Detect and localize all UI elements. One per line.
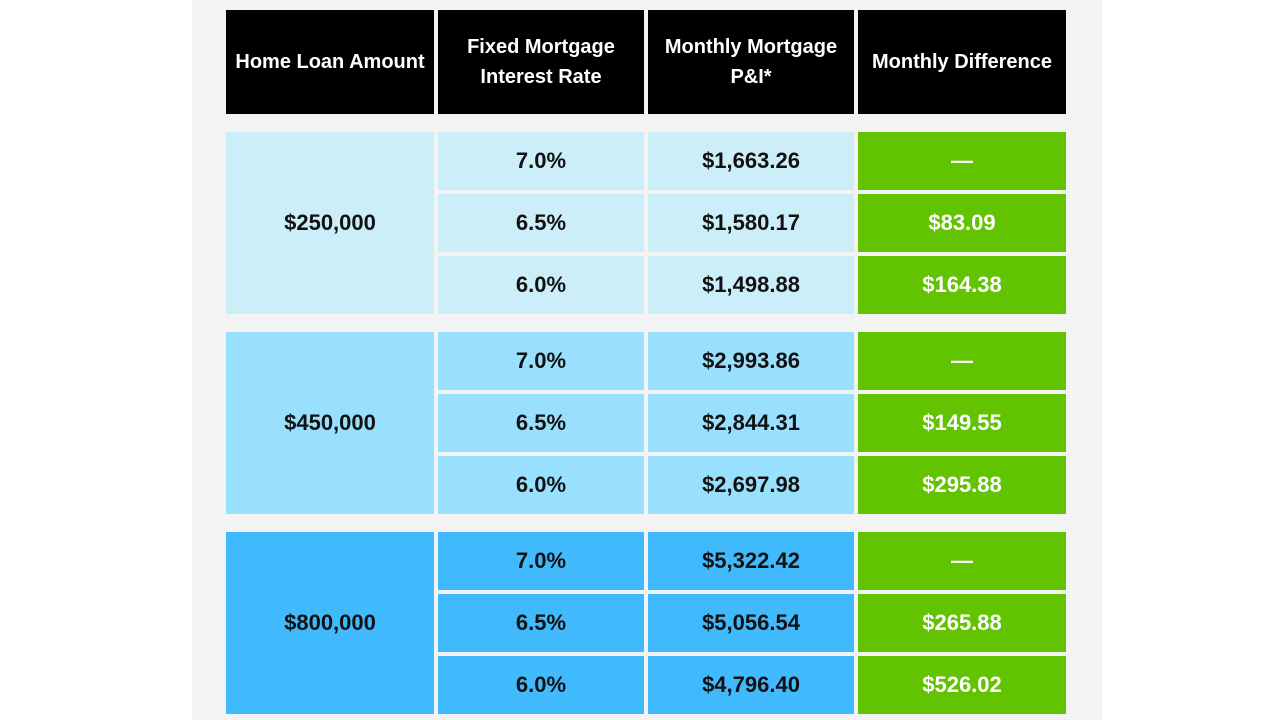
payment-cell: $2,697.98 (648, 456, 854, 514)
difference-cell: $83.09 (858, 194, 1066, 252)
header-home-loan-amount: Home Loan Amount (226, 10, 434, 114)
rate-cell: 6.5% (438, 594, 644, 652)
payment-cell: $5,322.42 (648, 532, 854, 590)
payment-cell: $1,663.26 (648, 132, 854, 190)
header-interest-rate: Fixed Mortgage Interest Rate (438, 10, 644, 114)
loan-amount-cell: $800,000 (226, 532, 434, 714)
mortgage-comparison-table: Home Loan Amount Fixed Mortgage Interest … (226, 10, 1066, 714)
payment-cell: $4,796.40 (648, 656, 854, 714)
rate-cell: 6.5% (438, 194, 644, 252)
loan-amount-cell: $250,000 (226, 132, 434, 314)
payment-cell: $2,844.31 (648, 394, 854, 452)
header-monthly-difference: Monthly Difference (858, 10, 1066, 114)
difference-cell: $265.88 (858, 594, 1066, 652)
rate-cell: 7.0% (438, 332, 644, 390)
payment-cell: $1,580.17 (648, 194, 854, 252)
payment-cell: $1,498.88 (648, 256, 854, 314)
difference-cell: $526.02 (858, 656, 1066, 714)
payment-cell: $5,056.54 (648, 594, 854, 652)
rate-cell: 7.0% (438, 532, 644, 590)
loan-amount-cell: $450,000 (226, 332, 434, 514)
rate-cell: 6.0% (438, 456, 644, 514)
payment-cell: $2,993.86 (648, 332, 854, 390)
header-monthly-payment: Monthly Mortgage P&I* (648, 10, 854, 114)
rate-cell: 6.0% (438, 656, 644, 714)
rate-cell: 7.0% (438, 132, 644, 190)
difference-cell: $164.38 (858, 256, 1066, 314)
rate-cell: 6.5% (438, 394, 644, 452)
difference-cell: — (858, 532, 1066, 590)
difference-cell: — (858, 332, 1066, 390)
difference-cell: $295.88 (858, 456, 1066, 514)
difference-cell: — (858, 132, 1066, 190)
rate-cell: 6.0% (438, 256, 644, 314)
difference-cell: $149.55 (858, 394, 1066, 452)
